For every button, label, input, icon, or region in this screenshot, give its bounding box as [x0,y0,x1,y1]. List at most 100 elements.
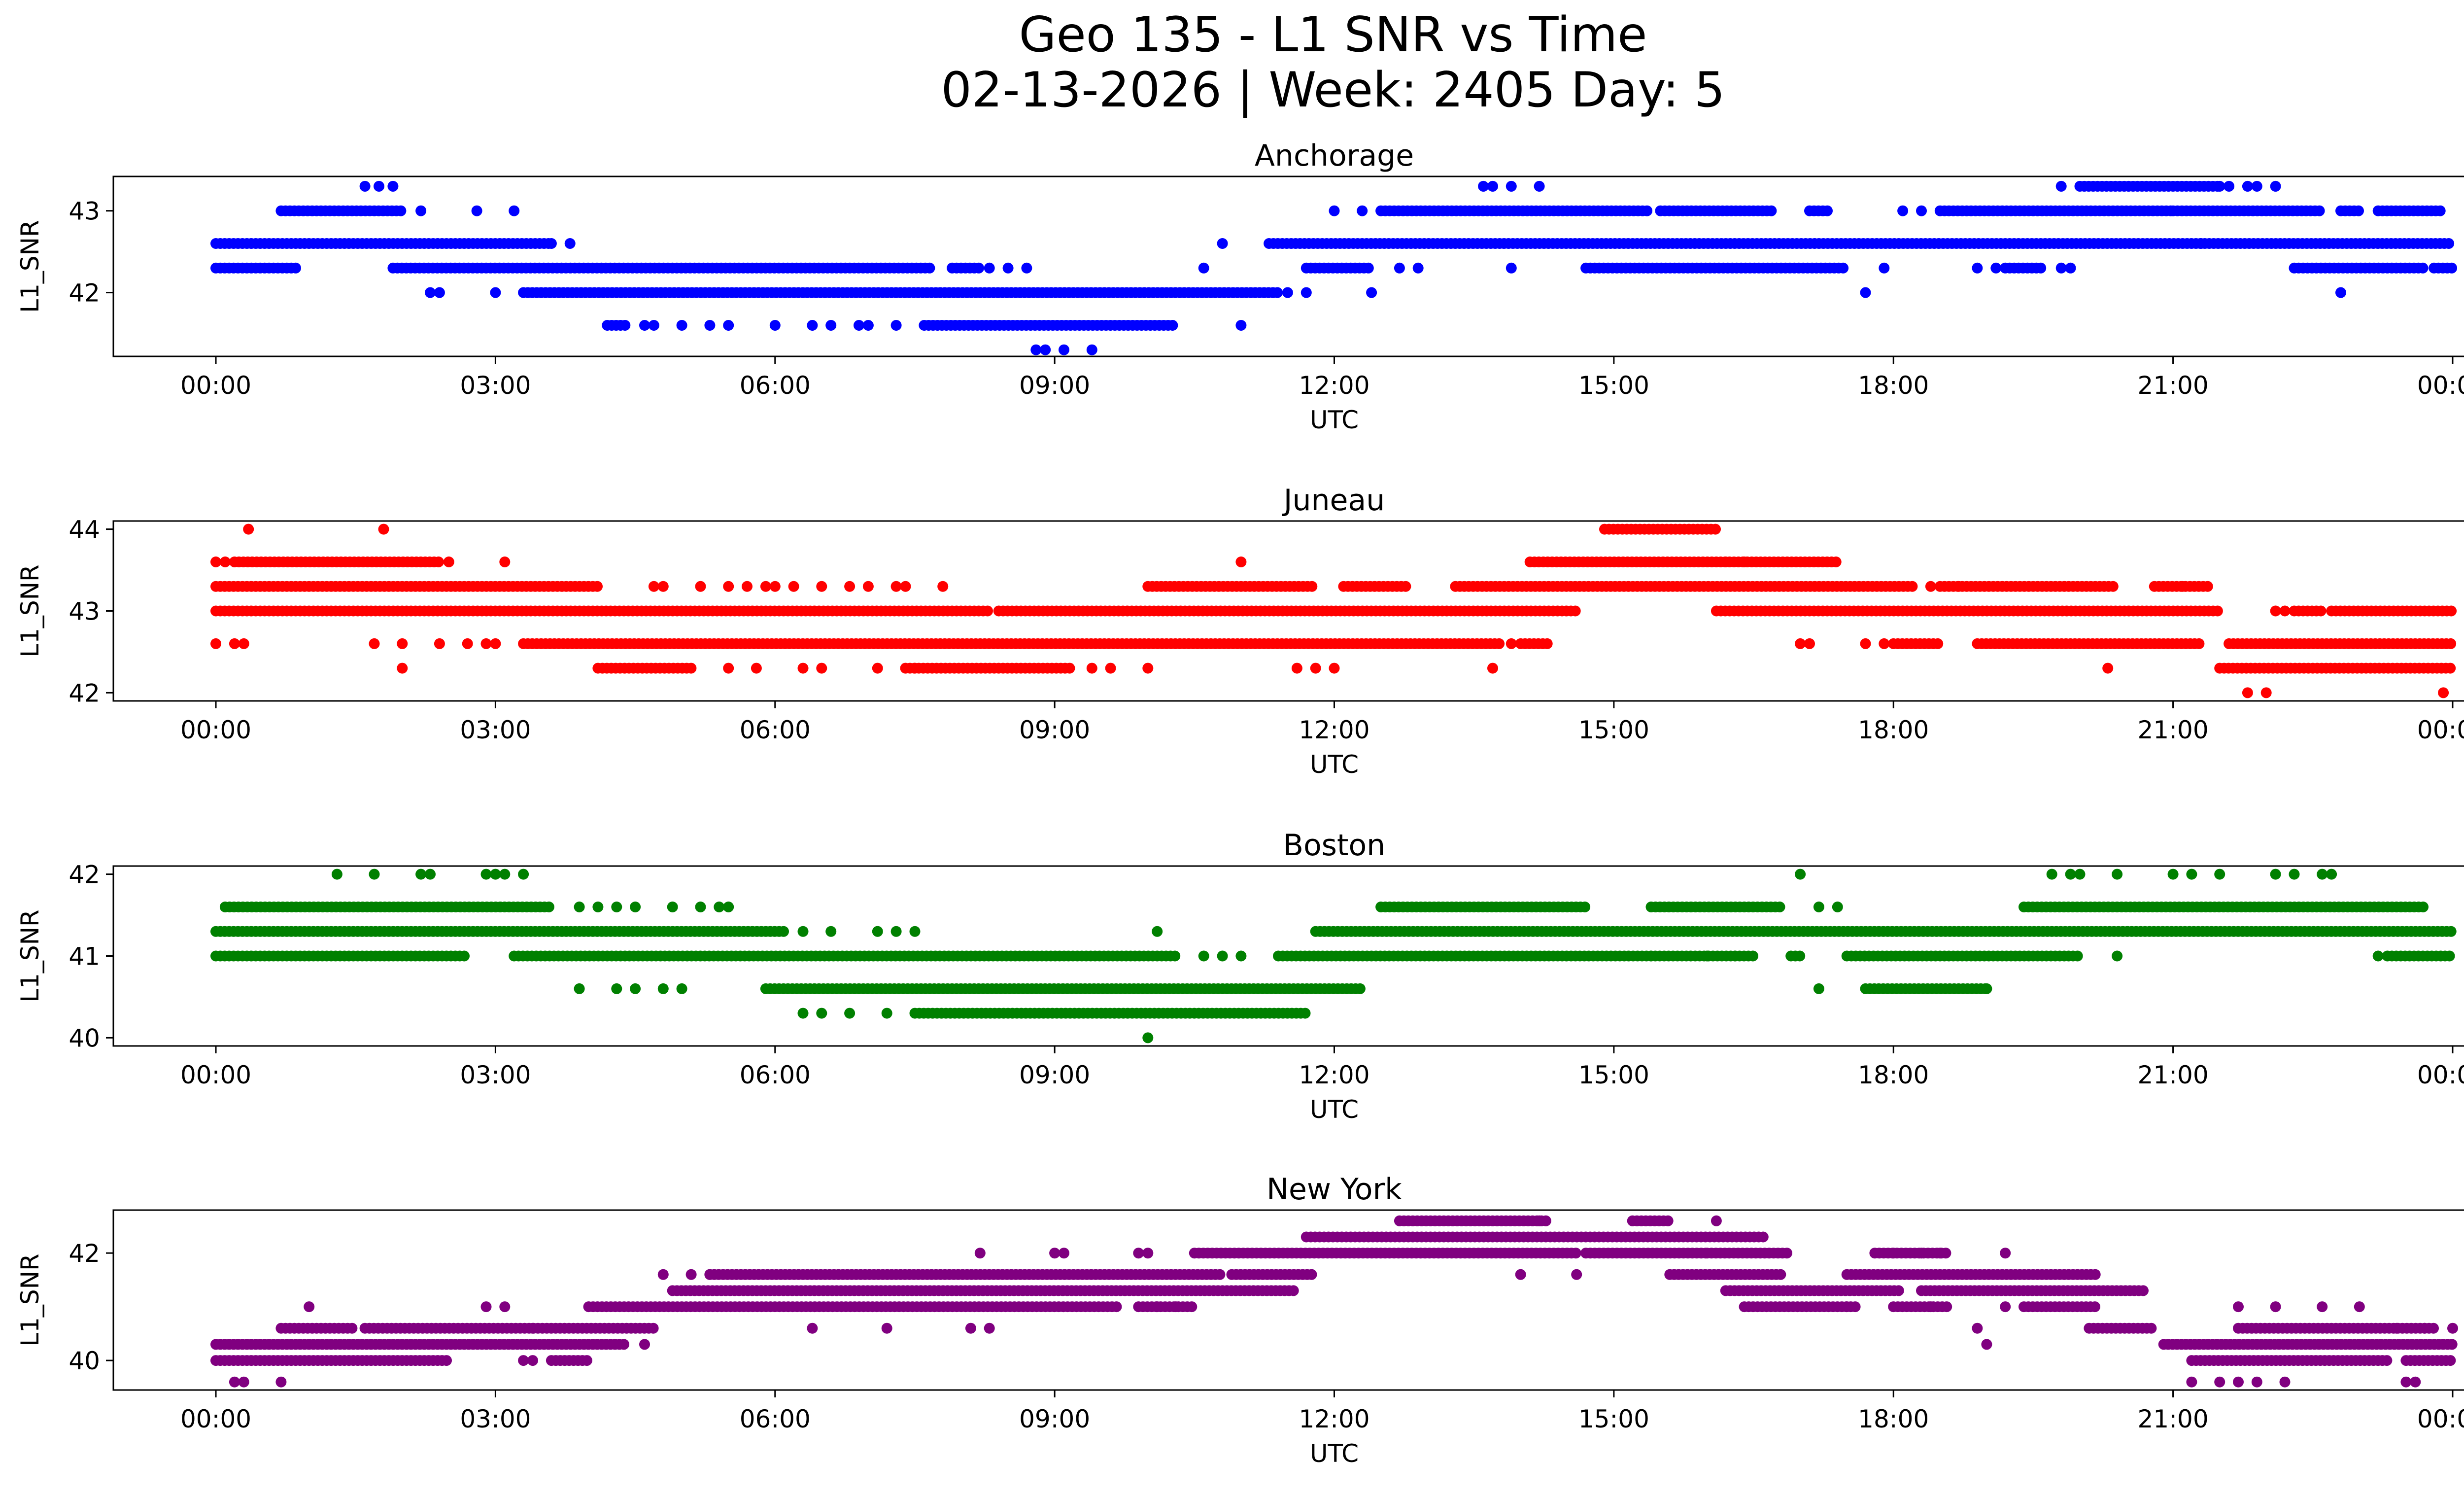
x-tick-label: 00:00 [2417,1061,2464,1089]
data-point [1186,1301,1198,1313]
data-point [2224,180,2235,192]
x-tick-label: 18:00 [1858,1061,1929,1089]
data-point [1645,950,1657,962]
x-tick-label: 06:00 [740,716,811,744]
data-point [1860,638,1871,649]
data-point [723,662,734,674]
data-point [459,950,470,962]
data-point [1306,1269,1317,1280]
data-point [769,320,781,331]
data-point [1198,262,1209,274]
x-tick-label: 03:00 [460,1061,531,1089]
x-tick-label: 06:00 [740,371,811,400]
data-point [2446,262,2458,274]
data-point [825,926,837,937]
data-point [1907,581,1918,592]
data-point [1830,556,1842,567]
x-tick-label: 00:00 [180,1061,251,1089]
data-point [1478,180,1489,192]
y-axis-label: L1_SNR [16,564,44,658]
y-axis-label: L1_SNR [16,909,44,1003]
data-point [1506,262,1517,274]
data-point [2202,581,2213,592]
data-point [1002,262,1014,274]
data-point [890,926,902,937]
data-point [900,581,911,592]
data-point [2270,869,2281,880]
data-point [395,205,407,216]
data-point [657,581,669,592]
x-tick-label: 06:00 [740,1061,811,1089]
data-point [219,556,231,567]
data-point [1412,262,1424,274]
data-point [443,556,454,567]
data-point [1879,638,1890,649]
x-tick-label: 03:00 [460,716,531,744]
data-point [1169,950,1181,962]
data-point [425,287,436,298]
data-point [890,581,902,592]
data-point [238,638,249,649]
data-point [2035,262,2047,274]
x-tick-label: 12:00 [1299,716,1369,744]
data-point [2445,638,2457,649]
data-point [374,180,384,192]
data-point [872,926,883,937]
data-point [1941,1301,1952,1313]
data-point [648,581,659,592]
data-point [2260,687,2272,698]
data-point [825,320,837,331]
data-point [1282,287,1293,298]
y-axis-label: L1_SNR [16,220,44,313]
data-point [797,926,809,937]
data-point [890,320,902,331]
scatter-series [210,180,2458,355]
data-point [1272,287,1283,298]
data-point [581,1355,592,1366]
data-point [290,262,301,274]
data-point [518,869,529,880]
data-point [1217,238,1228,249]
y-tick-label: 41 [68,942,100,971]
data-point [2212,605,2223,617]
data-point [1059,344,1069,355]
data-point [618,1339,629,1350]
data-point [639,320,650,331]
data-point [676,320,687,331]
data-point [2074,869,2086,880]
data-point [1541,638,1553,649]
data-point [816,581,827,592]
data-point [1813,902,1824,912]
data-point [1804,638,1815,649]
data-point [1288,1285,1299,1296]
data-point [229,638,240,649]
subplot-title: New York [1266,1172,1402,1207]
x-tick-label: 21:00 [2138,1061,2209,1089]
subplot-title: Anchorage [1255,139,1414,173]
data-point [676,983,687,994]
data-point [2270,605,2281,617]
data-point [2251,180,2262,192]
data-point [2428,1322,2439,1334]
data-point [1860,287,1871,298]
data-point [2445,926,2457,937]
data-point [1570,605,1581,617]
data-point [2102,662,2114,674]
data-point [695,581,706,592]
data-point [1152,926,1163,937]
data-point [630,902,641,912]
data-point [397,662,408,674]
data-point [397,638,408,649]
y-tick-label: 43 [68,597,100,626]
data-point [2434,205,2446,216]
data-point [1710,523,1721,535]
data-point [1487,180,1498,192]
x-axis-label: UTC [1310,406,1359,434]
y-tick-label: 43 [68,197,100,226]
data-point [862,320,874,331]
data-point [816,1008,827,1019]
data-point [2055,262,2067,274]
data-point [1729,950,1741,962]
